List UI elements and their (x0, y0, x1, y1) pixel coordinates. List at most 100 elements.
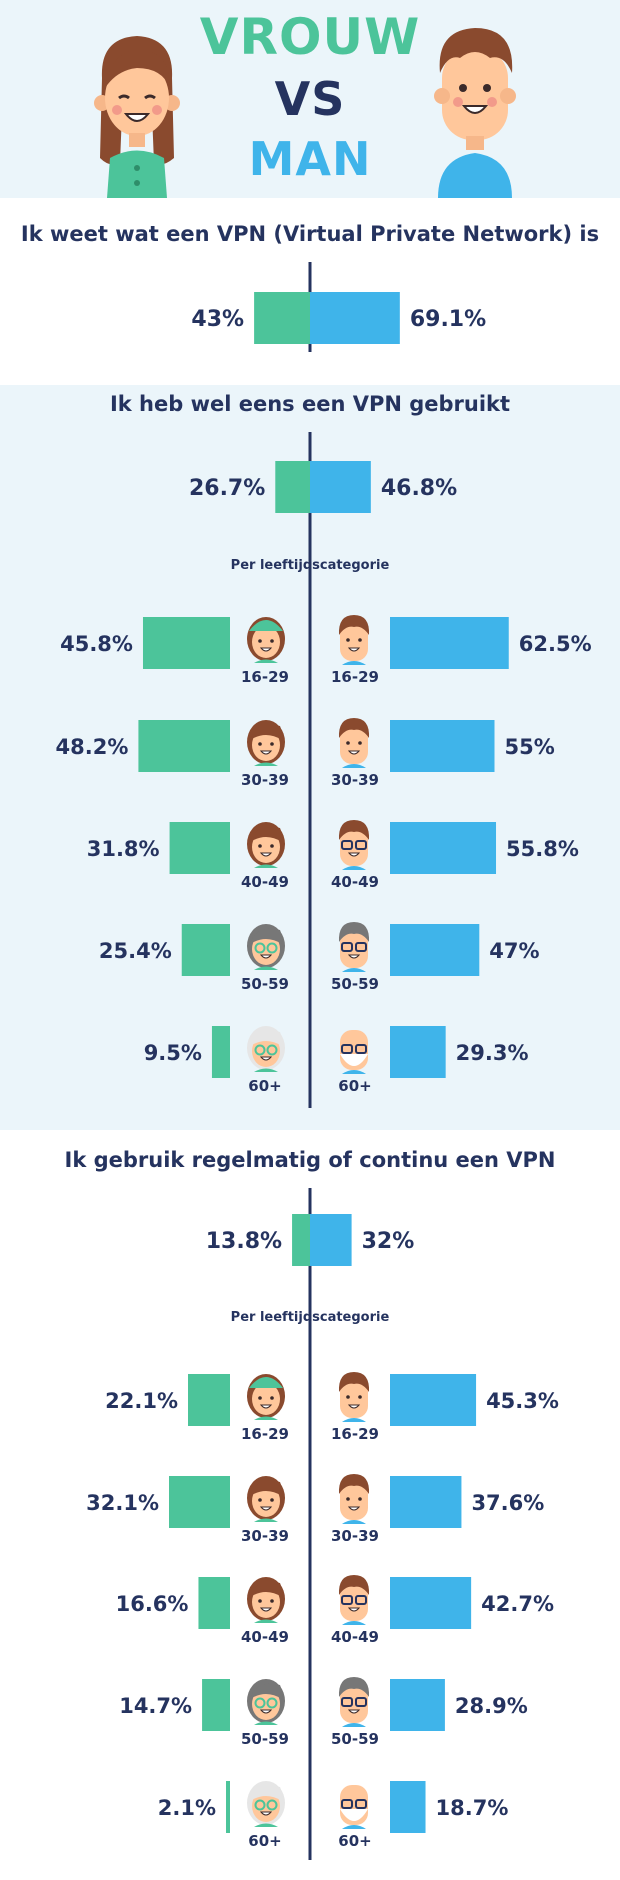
age-category-label: 40-49 (331, 873, 379, 891)
value-label-men: 37.6% (471, 1491, 544, 1515)
man-face-icon (338, 820, 370, 870)
woman-face-icon (247, 720, 285, 766)
value-label-women: 25.4% (99, 939, 172, 963)
woman-face-icon (247, 1577, 285, 1623)
header-word-women: VROUW (199, 8, 421, 66)
bar-men (390, 1026, 446, 1078)
woman-face-icon (247, 1679, 285, 1725)
value-label-women: 31.8% (87, 837, 160, 861)
bar-women (198, 1577, 230, 1629)
woman-face-icon (247, 1476, 285, 1522)
man-illustration (434, 28, 516, 198)
man-face-icon (338, 1474, 370, 1524)
question-regular-vpn: Ik gebruik regelmatig of continu een VPN (64, 1148, 556, 1172)
value-label-women: 22.1% (105, 1389, 178, 1413)
age-category-label: 40-49 (241, 1628, 289, 1646)
value-label-men: 46.8% (381, 476, 457, 501)
bar-men (390, 1781, 426, 1833)
bar-women (181, 924, 230, 976)
bar-men (310, 292, 400, 344)
woman-face-icon (247, 924, 285, 970)
age-category-label: 30-39 (241, 1527, 289, 1545)
value-label-women: 26.7% (189, 476, 265, 501)
age-category-label: 40-49 (241, 873, 289, 891)
value-label-women: 16.6% (116, 1592, 189, 1616)
woman-face-icon (247, 617, 285, 663)
value-label-men: 32% (362, 1229, 415, 1254)
age-category-label: 30-39 (331, 1527, 379, 1545)
man-face-icon (340, 1030, 368, 1074)
value-label-women: 45.8% (60, 632, 133, 656)
value-label-women: 48.2% (56, 735, 129, 759)
value-label-women: 14.7% (119, 1694, 192, 1718)
bar-men (390, 720, 495, 772)
age-category-label: 50-59 (331, 975, 379, 993)
man-face-icon (338, 1677, 370, 1727)
age-category-label: 60+ (338, 1077, 371, 1095)
value-label-women: 9.5% (144, 1041, 202, 1065)
bar-women (202, 1679, 230, 1731)
value-label-men: 45.3% (486, 1389, 559, 1413)
age-category-label: 50-59 (331, 1730, 379, 1748)
bar-women (292, 1214, 310, 1266)
bar-men (390, 617, 509, 669)
man-face-icon (338, 1372, 370, 1422)
bar-men (310, 1214, 352, 1266)
question-know-vpn: Ik weet wat een VPN (Virtual Private Net… (20, 222, 600, 246)
bar-men (310, 461, 371, 513)
bar-men (390, 924, 480, 976)
age-category-label: 60+ (248, 1832, 281, 1850)
man-face-icon (338, 718, 370, 768)
bar-men (390, 1374, 477, 1426)
age-category-label: 16-29 (241, 1425, 289, 1443)
age-category-label: 30-39 (241, 771, 289, 789)
header-word-men: MAN (248, 132, 372, 186)
age-category-label: 16-29 (331, 668, 379, 686)
age-category-label: 50-59 (241, 975, 289, 993)
bar-women (254, 292, 310, 344)
bar-women (169, 1476, 230, 1528)
value-label-men: 42.7% (481, 1592, 554, 1616)
bar-women (169, 822, 230, 874)
man-face-icon (338, 615, 370, 665)
woman-face-icon (247, 1374, 285, 1420)
bar-women (138, 720, 230, 772)
value-label-women: 13.8% (206, 1229, 282, 1254)
bar-women (142, 617, 230, 669)
bar-women (188, 1374, 230, 1426)
value-label-women: 43% (191, 307, 244, 332)
woman-face-icon (247, 1781, 285, 1827)
bar-women (226, 1781, 230, 1833)
bar-men (390, 1476, 462, 1528)
value-label-men: 18.7% (436, 1796, 509, 1820)
woman-illustration (94, 36, 180, 198)
woman-face-icon (247, 822, 285, 868)
woman-face-icon (247, 1026, 285, 1072)
age-category-label: 16-29 (331, 1425, 379, 1443)
man-face-icon (340, 1785, 368, 1829)
value-label-women: 2.1% (158, 1796, 216, 1820)
age-category-label: 60+ (248, 1077, 281, 1095)
question-used-vpn: Ik heb wel eens een VPN gebruikt (109, 392, 511, 416)
bar-women (211, 1026, 230, 1078)
age-category-label: 60+ (338, 1832, 371, 1850)
value-label-men: 55% (505, 735, 555, 759)
age-category-label: 16-29 (241, 668, 289, 686)
value-label-men: 69.1% (410, 307, 486, 332)
value-label-men: 62.5% (519, 632, 592, 656)
man-face-icon (338, 1575, 370, 1625)
value-label-men: 28.9% (455, 1694, 528, 1718)
value-label-men: 55.8% (506, 837, 579, 861)
age-category-label: 40-49 (331, 1628, 379, 1646)
bar-men (390, 1679, 445, 1731)
bar-men (390, 822, 497, 874)
age-category-label: 50-59 (241, 1730, 289, 1748)
bar-women (275, 461, 310, 513)
value-label-men: 47% (489, 939, 539, 963)
bar-men (390, 1577, 472, 1629)
value-label-men: 29.3% (456, 1041, 529, 1065)
age-category-label: 30-39 (331, 771, 379, 789)
value-label-women: 32.1% (86, 1491, 159, 1515)
